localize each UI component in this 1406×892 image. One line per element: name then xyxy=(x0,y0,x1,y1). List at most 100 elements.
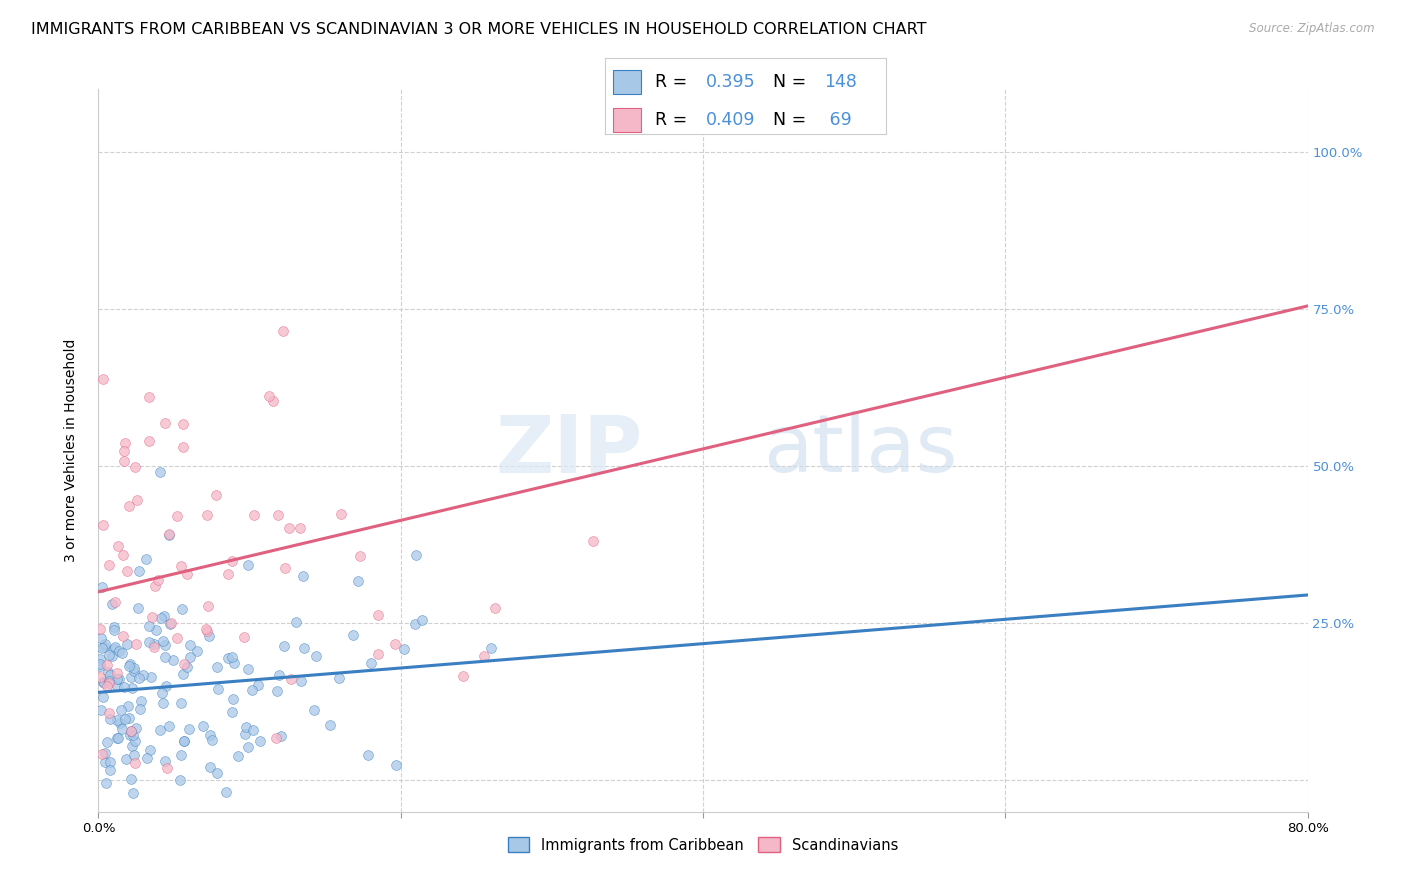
Point xyxy=(149,611,172,625)
Text: R =: R = xyxy=(655,73,693,91)
Point xyxy=(360,657,382,671)
Point xyxy=(107,644,129,658)
Point xyxy=(217,567,239,582)
Point xyxy=(105,666,128,681)
Text: 148: 148 xyxy=(824,73,856,91)
Point xyxy=(249,734,271,748)
Point xyxy=(170,558,193,573)
Point xyxy=(226,748,249,763)
Point xyxy=(157,719,180,733)
Point xyxy=(217,650,239,665)
Point xyxy=(367,608,389,623)
Point xyxy=(170,747,193,762)
Point xyxy=(98,668,121,682)
Point xyxy=(90,641,112,656)
Text: ZIP: ZIP xyxy=(495,411,643,490)
Point xyxy=(103,623,125,637)
Point xyxy=(411,613,433,627)
Point xyxy=(285,615,308,630)
Point xyxy=(103,642,125,657)
Point xyxy=(114,436,136,450)
Point xyxy=(111,646,134,660)
Point xyxy=(305,648,328,663)
Point xyxy=(98,675,121,690)
FancyBboxPatch shape xyxy=(613,108,641,132)
Point xyxy=(176,566,198,581)
Point xyxy=(120,670,142,684)
Point xyxy=(257,389,280,403)
Point xyxy=(170,602,193,616)
Point xyxy=(89,657,111,671)
Point xyxy=(145,624,167,638)
Point xyxy=(124,756,146,771)
Point xyxy=(235,727,257,741)
Point xyxy=(118,711,141,725)
Point xyxy=(115,637,138,651)
Point xyxy=(166,632,188,646)
Point xyxy=(266,508,288,522)
Point xyxy=(236,558,259,572)
Point xyxy=(103,620,125,634)
Point xyxy=(98,756,121,770)
Point xyxy=(128,672,150,686)
Point xyxy=(159,616,181,631)
Point xyxy=(127,601,149,615)
Point xyxy=(205,488,228,502)
Point xyxy=(120,772,142,786)
Point xyxy=(96,735,118,749)
Point xyxy=(112,453,135,467)
Point xyxy=(111,549,134,563)
Point xyxy=(474,649,496,664)
Point xyxy=(172,440,194,454)
Text: 0.409: 0.409 xyxy=(706,112,755,129)
Point xyxy=(238,662,260,676)
Point xyxy=(240,682,263,697)
Point xyxy=(215,785,238,799)
Point xyxy=(273,639,295,653)
Point xyxy=(138,390,160,404)
Point xyxy=(243,508,266,523)
Point xyxy=(318,718,340,732)
Point xyxy=(110,703,132,717)
Point xyxy=(156,761,179,775)
Point xyxy=(104,595,127,609)
Point xyxy=(120,724,142,739)
Point xyxy=(136,751,159,765)
Text: R =: R = xyxy=(655,112,693,129)
Point xyxy=(132,667,155,681)
Text: 69: 69 xyxy=(824,112,852,129)
Point xyxy=(114,712,136,726)
Point xyxy=(118,728,141,742)
Point xyxy=(118,659,141,673)
Point xyxy=(329,508,352,522)
Point xyxy=(170,696,193,710)
Point xyxy=(128,702,150,716)
Point xyxy=(125,637,148,651)
Point xyxy=(173,734,195,748)
Point xyxy=(96,679,118,693)
Point xyxy=(195,508,218,522)
Point xyxy=(91,372,114,386)
Point xyxy=(197,629,219,643)
Point xyxy=(117,698,139,713)
Point xyxy=(197,599,219,613)
Point xyxy=(89,671,111,685)
Point xyxy=(291,569,314,583)
Point xyxy=(143,579,166,593)
Point xyxy=(118,657,141,672)
Point xyxy=(128,564,150,578)
Text: IMMIGRANTS FROM CARIBBEAN VS SCANDINAVIAN 3 OR MORE VEHICLES IN HOUSEHOLD CORREL: IMMIGRANTS FROM CARIBBEAN VS SCANDINAVIA… xyxy=(31,22,927,37)
Point xyxy=(481,640,503,655)
Point xyxy=(384,637,406,651)
Point xyxy=(138,619,160,633)
Point xyxy=(94,746,117,760)
Point xyxy=(89,622,111,636)
Point xyxy=(124,460,146,475)
Point xyxy=(105,673,128,687)
Point xyxy=(191,719,214,733)
Point xyxy=(201,733,224,747)
Point xyxy=(328,671,350,685)
Point xyxy=(195,624,218,638)
Point xyxy=(186,644,208,658)
Point xyxy=(155,650,177,665)
